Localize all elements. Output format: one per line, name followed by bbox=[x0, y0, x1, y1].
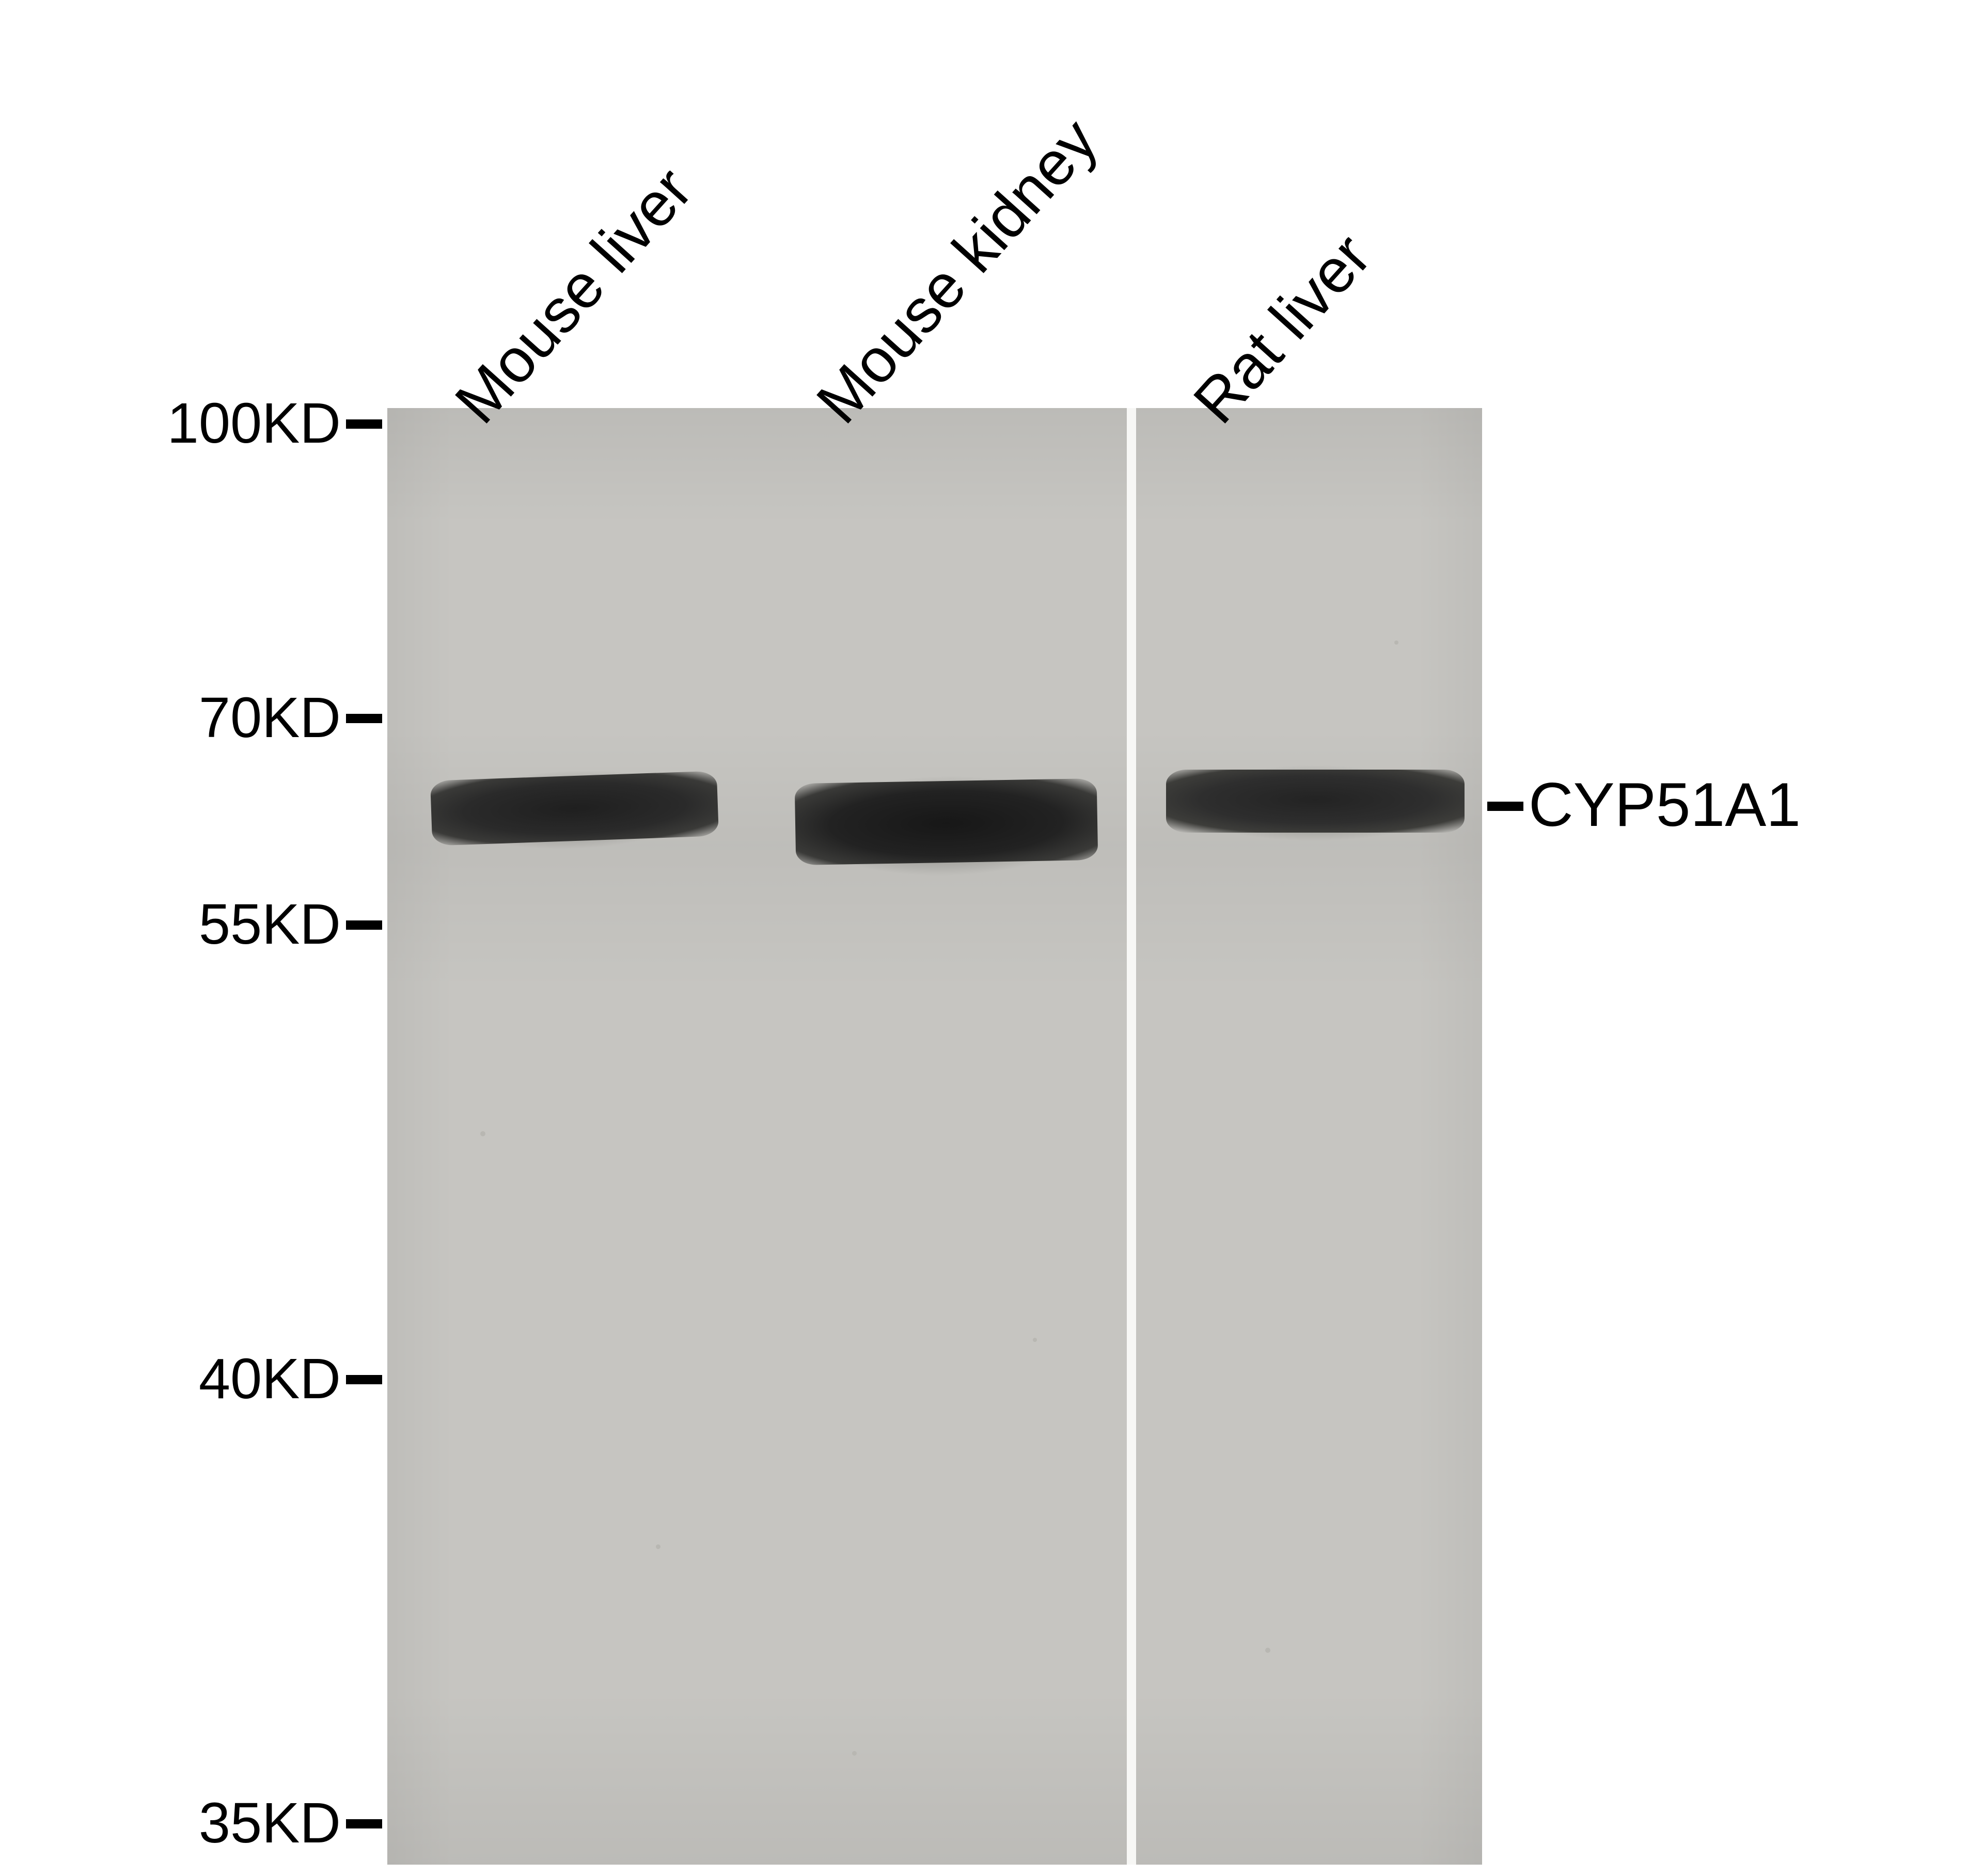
band-core bbox=[1166, 770, 1465, 833]
ladder-tick bbox=[346, 419, 382, 429]
lane-label-text: Mouse kidney bbox=[804, 106, 1111, 436]
ladder-label: 100KD bbox=[0, 395, 341, 452]
lane-label: Mouse kidney bbox=[806, 108, 1108, 434]
lane-label-text: Rat liver bbox=[1181, 221, 1384, 436]
lane-label-text: Mouse liver bbox=[442, 154, 705, 436]
ladder-label: 35KD bbox=[0, 1795, 341, 1852]
ladder-label: 40KD bbox=[0, 1351, 341, 1408]
target-tick bbox=[1487, 802, 1523, 811]
ladder-tick bbox=[346, 920, 382, 930]
lane-mouse-liver bbox=[387, 408, 749, 1865]
figure-canvas: 100KD 70KD 55KD 40KD 35KD bbox=[0, 0, 1983, 1876]
ladder-text: 40KD bbox=[199, 1347, 341, 1411]
lane-label: Mouse liver bbox=[445, 157, 703, 434]
membrane-splice-line bbox=[1127, 408, 1136, 1865]
blot-membrane bbox=[387, 408, 1482, 1865]
ladder-tick bbox=[346, 1819, 382, 1828]
ladder-tick bbox=[346, 1375, 382, 1384]
band-core bbox=[430, 771, 719, 846]
ladder-label: 55KD bbox=[0, 896, 341, 953]
ladder-text: 35KD bbox=[199, 1791, 341, 1855]
target-text: CYP51A1 bbox=[1529, 770, 1801, 839]
target-label: CYP51A1 bbox=[1529, 774, 1801, 836]
band-core bbox=[795, 778, 1098, 865]
ladder-label: 70KD bbox=[0, 690, 341, 746]
ladder-text: 55KD bbox=[199, 893, 341, 956]
ladder-text: 100KD bbox=[167, 392, 341, 455]
lane-label: Rat liver bbox=[1183, 224, 1381, 434]
ladder-tick bbox=[346, 714, 382, 723]
lane-rat-liver bbox=[1136, 408, 1482, 1865]
ladder-text: 70KD bbox=[199, 686, 341, 749]
lane-mouse-kidney bbox=[749, 408, 1127, 1865]
